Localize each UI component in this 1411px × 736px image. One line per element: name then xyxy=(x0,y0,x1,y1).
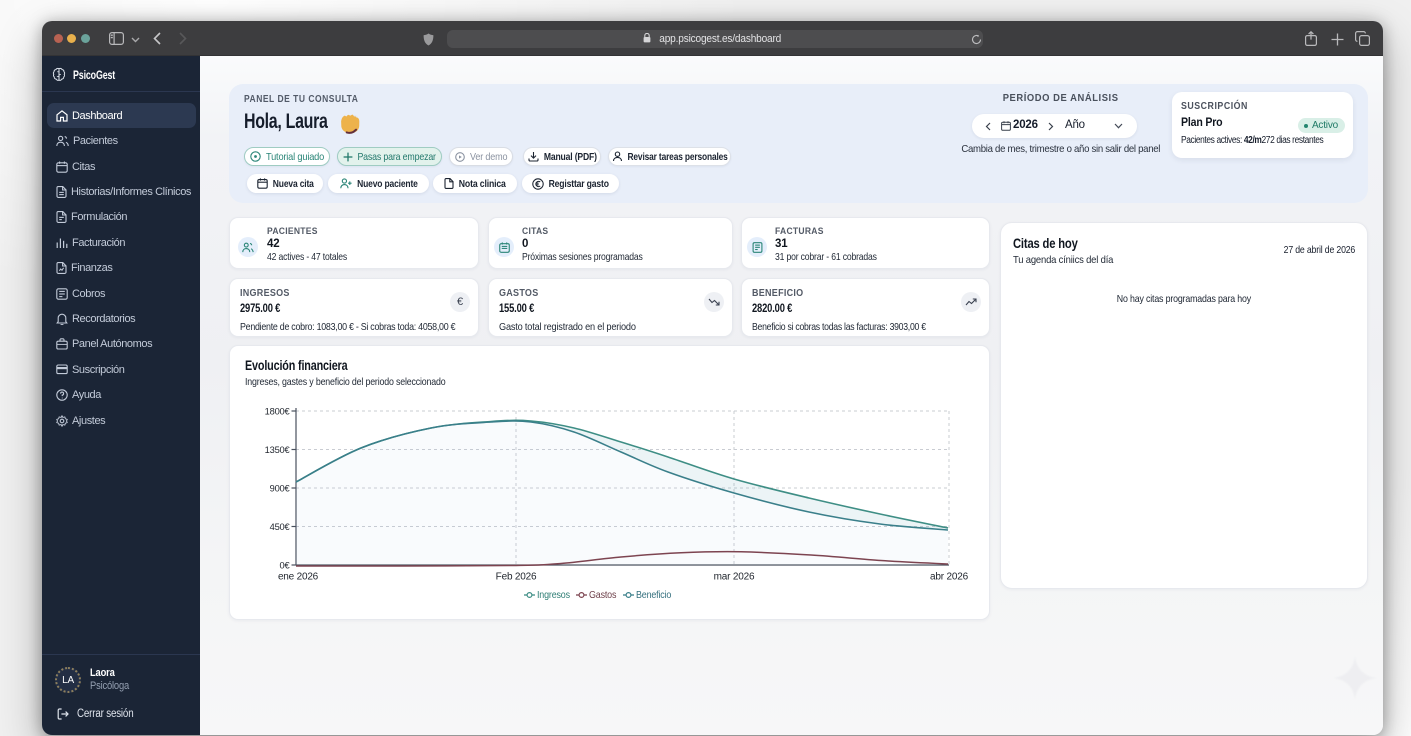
svg-text:1350€: 1350€ xyxy=(265,445,291,455)
svg-text:0€: 0€ xyxy=(280,561,291,571)
svg-text:Feb 2026: Feb 2026 xyxy=(496,572,537,583)
svg-text:abr 2026: abr 2026 xyxy=(930,572,969,583)
svg-text:900€: 900€ xyxy=(270,484,291,494)
svg-text:1800€: 1800€ xyxy=(265,407,291,417)
svg-text:450€: 450€ xyxy=(270,522,291,532)
svg-text:mar 2026: mar 2026 xyxy=(714,572,755,583)
svg-text:ene 2026: ene 2026 xyxy=(278,572,319,583)
